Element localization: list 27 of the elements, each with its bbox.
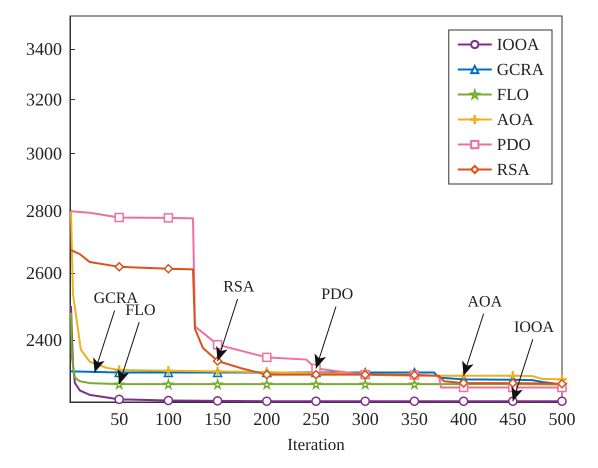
legend-label: RSA — [496, 160, 531, 179]
x-tick-label: 450 — [499, 409, 526, 429]
legend-label: IOOA — [496, 35, 540, 54]
x-tick-label: 250 — [302, 409, 330, 429]
y-tick-label: 3000 — [26, 144, 62, 164]
legend-label: PDO — [496, 135, 531, 154]
annotation: RSA — [223, 278, 255, 296]
x-tick-label: 50 — [110, 409, 128, 429]
y-tick-label: 3200 — [26, 90, 62, 110]
x-tick-label: 350 — [400, 409, 428, 429]
y-tick-label: 3400 — [26, 38, 62, 59]
x-tick-label: 150 — [204, 409, 232, 429]
legend-label: AOA — [496, 110, 534, 129]
annotation: IOOA — [514, 318, 554, 336]
annotation: PDO — [321, 286, 354, 304]
x-tick-label: 200 — [253, 409, 280, 429]
y-tick-label: 2800 — [26, 201, 62, 222]
legend-label: FLO — [496, 85, 529, 104]
x-tick-label: 300 — [352, 409, 379, 429]
x-tick-label: 500 — [548, 409, 576, 429]
y-tick-label: 2400 — [26, 330, 62, 350]
y-tick-label: 2600 — [26, 263, 62, 284]
x-tick-label: 100 — [154, 409, 182, 429]
annotation: AOA — [467, 293, 503, 310]
x-tick-label: 400 — [450, 409, 478, 429]
legend-label: GCRA — [496, 60, 545, 79]
x-axis-title: Iteration — [287, 435, 346, 454]
